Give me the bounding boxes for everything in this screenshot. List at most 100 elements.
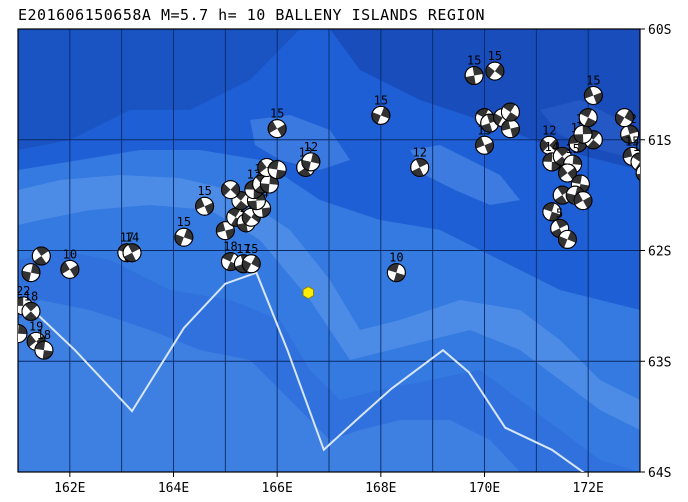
beachball-icon <box>371 105 391 125</box>
beachball-icon <box>410 157 430 177</box>
beachball-compression-quadrant <box>275 169 287 179</box>
beachball-rim <box>542 202 562 222</box>
epicenter-star-icon <box>302 286 314 300</box>
event-depth-label: 15 <box>633 140 647 154</box>
beachball-compression-quadrant <box>472 66 483 76</box>
beachball-icon <box>583 85 603 105</box>
event-depth-label: 17 <box>120 231 134 245</box>
beachball-compression-quadrant <box>411 167 424 177</box>
beachball-rim <box>21 301 41 321</box>
beachball-rim <box>21 263 41 283</box>
beachball-compression-quadrant <box>542 152 553 162</box>
beachball-rim <box>583 85 603 105</box>
event-depth-label: 15 <box>586 73 600 87</box>
lon-tick-label: 164E <box>158 481 189 496</box>
beachball-rim <box>34 340 54 360</box>
beachball-icon <box>578 108 598 128</box>
beachball-compression-quadrant <box>18 324 28 335</box>
beachball-rim <box>301 152 321 172</box>
beachball-rim <box>630 152 640 172</box>
beachball-icon <box>500 119 520 139</box>
event-depth-label: 19 <box>29 319 43 333</box>
event-depth-label: 15 <box>488 49 502 63</box>
map-title: E201606150658A M=5.7 h= 10 BALLENY ISLAN… <box>18 6 486 24</box>
beachball-compression-quadrant <box>580 108 593 118</box>
bathymetry-ridge-3 <box>18 300 520 472</box>
beachball-icon <box>620 124 640 144</box>
event-depth-label: 17 <box>236 242 250 256</box>
beachball-compression-quadrant <box>584 117 597 127</box>
beachball-compression-quadrant <box>36 247 49 257</box>
beachball-icon <box>475 135 494 155</box>
beachball-icon <box>174 227 194 247</box>
beachball-icon <box>21 301 41 321</box>
axis-tick-labels: 162E 164E 166E 168E 170E 172E 60S 61S 62S 63S 64S <box>54 23 671 496</box>
lon-tick-label: 172E <box>573 481 604 496</box>
beachball-rim <box>635 165 640 181</box>
beachball-compression-quadrant <box>247 200 257 210</box>
beachball-icon <box>60 259 80 279</box>
beachball-compression-quadrant <box>244 180 254 190</box>
event-depth-label: 15 <box>270 107 284 121</box>
beachball-compression-quadrant <box>9 333 18 343</box>
bathymetry-deep-nw <box>18 29 300 150</box>
event-depth-label: 12 <box>542 123 556 137</box>
beachball-compression-quadrant <box>510 126 520 138</box>
beachball-compression-quadrant <box>124 252 137 262</box>
beachball-compression-quadrant <box>557 186 570 196</box>
beachball-compression-quadrant <box>242 211 252 225</box>
beachball-compression-quadrant <box>242 259 252 272</box>
beachball-compression-quadrant <box>555 219 568 229</box>
beachball-compression-quadrant <box>35 341 46 351</box>
beachball-compression-quadrant <box>554 195 568 205</box>
beachball-icon <box>122 243 142 263</box>
beachball-compression-quadrant <box>30 263 40 275</box>
lat-tick-label: 64S <box>648 466 671 481</box>
beachball-compression-quadrant <box>251 255 261 269</box>
event-depth-label: 15 <box>177 215 191 229</box>
beachball-compression-quadrant <box>566 192 576 204</box>
lon-tick-label: 170E <box>469 481 500 496</box>
beachball-compression-quadrant <box>60 261 70 274</box>
epicenter-marker <box>302 286 314 300</box>
beachball-icon <box>259 174 279 194</box>
beachball-compression-quadrant <box>573 192 583 206</box>
event-depth-label: 18 <box>37 328 51 342</box>
beachball-compression-quadrant <box>636 173 640 181</box>
beachball-rim <box>500 102 520 122</box>
beachball-compression-quadrant <box>277 124 287 137</box>
beachball-rim <box>475 135 494 155</box>
event-depth-label: 10 <box>63 247 77 261</box>
beachball-rim <box>614 108 634 128</box>
beachball-compression-quadrant <box>228 208 241 218</box>
event-depth-label: 18 <box>24 289 38 303</box>
beachball-icon <box>557 229 577 249</box>
beachball-icon <box>31 246 51 266</box>
focal-mechanisms: 2218191810171415151817151214121212121510… <box>9 49 649 360</box>
beachball-icon <box>614 108 634 128</box>
beachball-icon <box>9 324 28 344</box>
lon-tick-label: 166E <box>262 481 293 496</box>
beachball-compression-quadrant <box>69 264 79 278</box>
beachball-compression-quadrant <box>577 142 587 153</box>
beachball-compression-quadrant <box>221 183 231 197</box>
beachball-compression-quadrant <box>18 296 24 306</box>
beachball-rim <box>18 324 28 344</box>
beachball-compression-quadrant <box>587 139 601 149</box>
beachball-compression-quadrant <box>582 196 592 209</box>
lat-tick-label: 61S <box>648 134 671 149</box>
beachball-rim <box>241 254 261 274</box>
beachball-compression-quadrant <box>572 155 582 166</box>
beachball-icon <box>635 165 640 181</box>
lon-tick-label: 162E <box>54 481 85 496</box>
beachball-compression-quadrant <box>505 112 518 122</box>
beachball-compression-quadrant <box>310 153 320 164</box>
event-depth-label: 1 <box>642 151 649 165</box>
beachball-icon <box>500 102 520 122</box>
beachball-compression-quadrant <box>624 109 634 123</box>
beachball-icon <box>267 160 287 180</box>
event-depth-label: 15 <box>197 184 211 198</box>
beachball-compression-quadrant <box>298 167 311 177</box>
event-depth-label: 14 <box>125 231 139 245</box>
beachball-icon <box>267 119 287 139</box>
